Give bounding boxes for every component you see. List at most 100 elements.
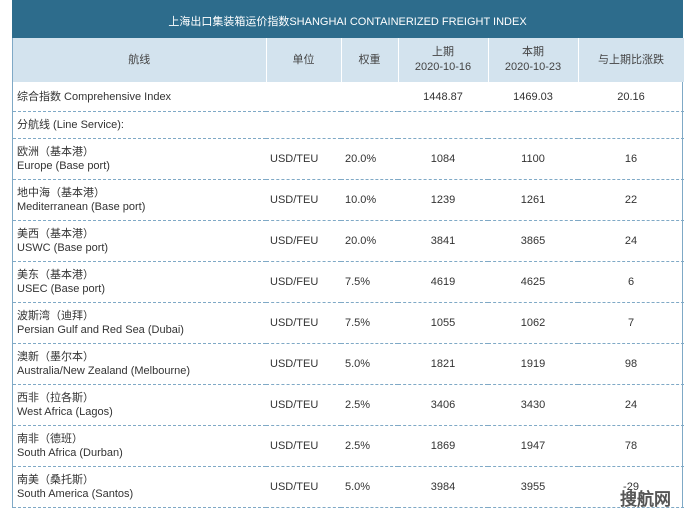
previous: 1821 — [398, 343, 488, 385]
column-label: 航线 — [128, 53, 151, 66]
column-header: 与上期比涨跌 — [578, 38, 685, 82]
current: 3865 — [488, 220, 578, 262]
previous: 1055 — [398, 302, 488, 344]
section-row: 分航线 (Line Service): — [13, 111, 684, 139]
change: 24 — [578, 384, 684, 426]
composite-row: 综合指数 Comprehensive Index 1448.87 1469.03 20… — [13, 82, 684, 112]
column-date: 2020-10-16 — [414, 61, 472, 73]
current: 1062 — [488, 302, 578, 344]
route-cn: 南非（德班） — [17, 433, 83, 445]
current: 3430 — [488, 384, 578, 426]
route-cn: 地中海（基本港） — [17, 187, 105, 199]
current: 3955 — [488, 466, 578, 508]
column-header: 航线 — [13, 38, 267, 82]
route-name: 西非（拉各斯） West Africa (Lagos) — [13, 384, 266, 426]
index-table: 航线 单位 权重 上期 2020-10-16 本期 2020-10-23 与上期比涨跌 综合指… — [13, 38, 685, 508]
column-header: 单位 — [266, 38, 342, 82]
route-en: Mediterranean (Base port) — [17, 201, 146, 213]
route-row: 地中海（基本港） Mediterranean (Base port) USD/TEU… — [13, 179, 684, 221]
route-name: 美西（基本港） USWC (Base port) — [13, 220, 266, 262]
unit: USD/TEU — [266, 466, 341, 508]
route-name: 美东（基本港） USEC (Base port) — [13, 261, 266, 303]
current: 1947 — [488, 425, 578, 467]
column-header: 本期 2020-10-23 — [488, 38, 579, 82]
section-label: 分航线 (Line Service): — [13, 111, 684, 139]
unit: USD/TEU — [266, 302, 341, 344]
composite-name: 综合指数 Comprehensive Index — [13, 82, 398, 112]
unit: USD/TEU — [266, 138, 341, 180]
route-name: 南非（德班） South Africa (Durban) — [13, 425, 266, 467]
route-en: Europe (Base port) — [17, 160, 110, 172]
route-cn: 澳新（墨尔本） — [17, 351, 94, 363]
route-row: 西非（拉各斯） West Africa (Lagos) USD/TEU 2.5% 340… — [13, 384, 684, 426]
route-cn: 波斯湾（迪拜） — [17, 310, 94, 322]
previous: 3406 — [398, 384, 488, 426]
change: 6 — [578, 261, 684, 303]
weight: 20.0% — [341, 138, 398, 180]
composite-current: 1469.03 — [488, 82, 578, 112]
route-cn: 欧洲（基本港） — [17, 146, 94, 158]
change: 78 — [578, 425, 684, 467]
column-date: 2020-10-23 — [504, 61, 562, 73]
column-label: 与上期比涨跌 — [598, 53, 664, 66]
weight: 7.5% — [341, 302, 398, 344]
change: 7 — [578, 302, 684, 344]
freight-index: 上海出口集装箱运价指数SHANGHAI CONTAINERIZED FREIGH… — [12, 0, 685, 508]
column-header: 权重 — [341, 38, 399, 82]
change: 22 — [578, 179, 684, 221]
unit: USD/TEU — [266, 384, 341, 426]
header-row: 航线 单位 权重 上期 2020-10-16 本期 2020-10-23 与上期比涨跌 — [13, 38, 685, 82]
current: 1261 — [488, 179, 578, 221]
unit: USD/FEU — [266, 261, 341, 303]
weight: 2.5% — [341, 425, 398, 467]
composite-change: 20.16 — [578, 82, 684, 112]
current: 1919 — [488, 343, 578, 385]
route-row: 澳新（墨尔本） Australia/New Zealand (Melbourne)… — [13, 343, 684, 385]
watermark: 搜航网 — [620, 490, 671, 509]
route-name: 南美（桑托斯） South America (Santos) — [13, 466, 266, 508]
table-title: 上海出口集装箱运价指数SHANGHAI CONTAINERIZED FREIGH… — [12, 0, 683, 38]
previous: 1239 — [398, 179, 488, 221]
route-en: South Africa (Durban) — [17, 447, 123, 459]
previous: 4619 — [398, 261, 488, 303]
weight: 2.5% — [341, 384, 398, 426]
route-en: Australia/New Zealand (Melbourne) — [17, 365, 191, 377]
change: 98 — [578, 343, 684, 385]
route-en: South America (Santos) — [17, 488, 134, 500]
change: 16 — [578, 138, 684, 180]
route-row: 波斯湾（迪拜） Persian Gulf and Red Sea (Dubai) U… — [13, 302, 684, 344]
previous: 3841 — [398, 220, 488, 262]
unit: USD/FEU — [266, 220, 341, 262]
weight: 7.5% — [341, 261, 398, 303]
change: 24 — [578, 220, 684, 262]
unit: USD/TEU — [266, 343, 341, 385]
composite-previous: 1448.87 — [398, 82, 488, 112]
unit: USD/TEU — [266, 425, 341, 467]
column-label: 单位 — [292, 53, 315, 66]
route-cn: 南美（桑托斯） — [17, 474, 94, 486]
column-label: 上期 — [432, 46, 454, 58]
current: 4625 — [488, 261, 578, 303]
route-en: Persian Gulf and Red Sea (Dubai) — [17, 324, 184, 336]
previous: 1869 — [398, 425, 488, 467]
change: -29 — [578, 466, 684, 508]
route-name: 地中海（基本港） Mediterranean (Base port) — [13, 179, 266, 221]
route-row: 南非（德班） South Africa (Durban) USD/TEU 2.5% 18… — [13, 425, 684, 467]
route-name: 欧洲（基本港） Europe (Base port) — [13, 138, 266, 180]
table-box: 航线 单位 权重 上期 2020-10-16 本期 2020-10-23 与上期比涨跌 综合指… — [12, 38, 685, 508]
column-header: 上期 2020-10-16 — [398, 38, 489, 82]
weight: 5.0% — [341, 466, 398, 508]
weight: 5.0% — [341, 343, 398, 385]
route-en: USEC (Base port) — [17, 283, 106, 295]
weight: 20.0% — [341, 220, 398, 262]
route-en: USWC (Base port) — [17, 242, 109, 254]
route-name: 澳新（墨尔本） Australia/New Zealand (Melbourne) — [13, 343, 266, 385]
route-cn: 美东（基本港） — [17, 269, 94, 281]
route-name: 波斯湾（迪拜） Persian Gulf and Red Sea (Dubai) — [13, 302, 266, 344]
previous: 1084 — [398, 138, 488, 180]
unit: USD/TEU — [266, 179, 341, 221]
column-label: 权重 — [358, 53, 381, 66]
route-row: 美东（基本港） USEC (Base port) USD/FEU 7.5% 4619 46… — [13, 261, 684, 303]
weight: 10.0% — [341, 179, 398, 221]
